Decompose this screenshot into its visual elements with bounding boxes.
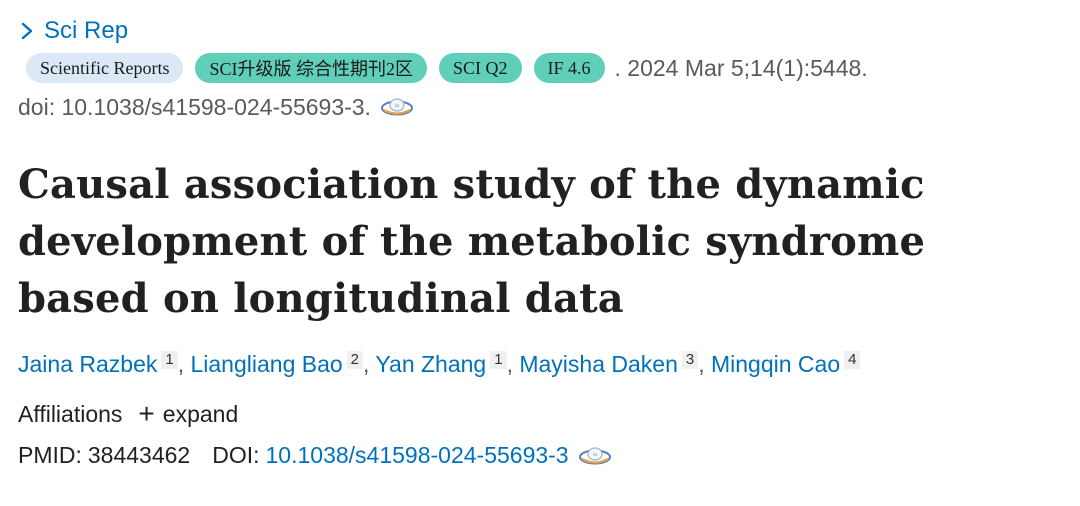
citation-row: Scientific Reports SCI升级版 综合性期刊2区 SCI Q2… — [26, 50, 1068, 86]
author-item: Jaina Razbek 1, — [18, 351, 190, 377]
article-header: Sci Rep Scientific Reports SCI升级版 综合性期刊2… — [18, 14, 1068, 469]
orbit-link-icon[interactable]: ia — [577, 444, 613, 468]
author-item: Liangliang Bao 2, — [190, 351, 375, 377]
author-separator: , — [177, 351, 191, 377]
journal-badge[interactable]: Scientific Reports — [26, 53, 184, 83]
citation-doi-row: doi: 10.1038/s41598-024-55693-3. ia — [18, 92, 1068, 122]
plus-icon: + — [138, 398, 155, 429]
author-name[interactable]: Jaina Razbek — [18, 351, 158, 377]
sci-quartile-badge[interactable]: SCI Q2 — [439, 53, 522, 83]
article-title: Causal association study of the dynamic … — [18, 161, 926, 322]
author-item: Mayisha Daken 3, — [519, 351, 711, 377]
svg-text:ia: ia — [395, 103, 399, 109]
author-separator: , — [506, 351, 520, 377]
doi-label: DOI: — [212, 442, 260, 468]
author-separator: , — [698, 351, 711, 377]
citation-doi: doi: 10.1038/s41598-024-55693-3. — [18, 93, 371, 120]
author-list: Jaina Razbek 1, Liangliang Bao 2, Yan Zhan… — [18, 351, 1068, 378]
affiliation-number[interactable]: 1 — [161, 351, 178, 369]
author-name[interactable]: Liangliang Bao — [190, 351, 343, 377]
affiliation-number[interactable]: 1 — [490, 351, 507, 369]
chevron-right-icon — [21, 22, 33, 40]
pmid-value: 38443462 — [87, 442, 191, 468]
author-name[interactable]: Mingqin Cao — [711, 351, 841, 377]
identifiers-row: PMID: 38443462 DOI: 10.1038/s41598-024-5… — [18, 442, 1068, 469]
author-name[interactable]: Yan Zhang — [375, 351, 487, 377]
pmid-label: PMID: — [18, 442, 82, 468]
author-name[interactable]: Mayisha Daken — [519, 351, 678, 377]
expand-label[interactable]: expand — [162, 400, 239, 427]
affiliations-toggle-row: Affiliations + expand — [18, 398, 1068, 430]
author-separator: , — [363, 351, 376, 377]
affiliations-label: Affiliations — [18, 400, 123, 427]
journal-link[interactable]: Sci Rep — [18, 14, 128, 48]
affiliation-number[interactable]: 4 — [844, 351, 861, 369]
sci-category-badge[interactable]: SCI升级版 综合性期刊2区 — [195, 53, 427, 83]
doi-link[interactable]: 10.1038/s41598-024-55693-3 — [265, 442, 569, 468]
orbit-link-icon[interactable]: ia — [379, 95, 415, 119]
citation-date: . 2024 Mar 5;14(1):5448. — [614, 54, 868, 81]
svg-text:ia: ia — [592, 452, 596, 458]
author-item: Yan Zhang 1, — [375, 351, 519, 377]
affiliation-number[interactable]: 3 — [681, 351, 699, 369]
journal-name[interactable]: Sci Rep — [44, 17, 129, 44]
affiliation-number[interactable]: 2 — [346, 351, 364, 369]
author-item: Mingqin Cao 4 — [711, 351, 861, 377]
impact-factor-badge[interactable]: IF 4.6 — [533, 53, 605, 83]
affiliations-expand-button[interactable]: + expand — [138, 400, 238, 428]
